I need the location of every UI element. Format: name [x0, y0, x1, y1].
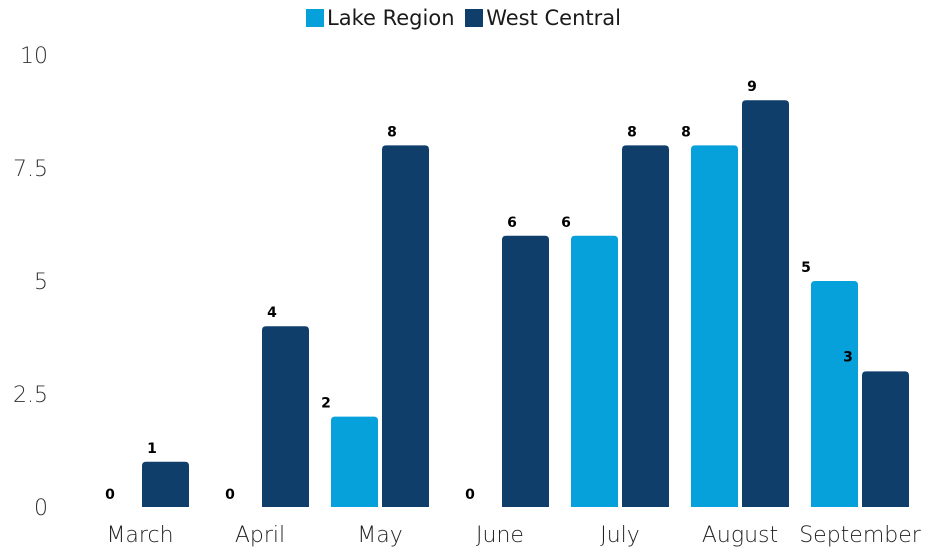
y-tick-label: 7.5: [13, 157, 48, 182]
chart-legend: Lake Region West Central: [0, 6, 927, 32]
bar-west-central-june[interactable]: [502, 235, 549, 508]
bar-west-central-april[interactable]: [262, 326, 309, 507]
legend-swatch-lake-region: [306, 9, 325, 27]
bar-lake-region-september[interactable]: [811, 281, 858, 507]
data-label: 8: [681, 124, 691, 140]
bar-west-central-september[interactable]: [862, 371, 909, 507]
data-label: 0: [225, 487, 235, 503]
bar-west-central-may[interactable]: [382, 145, 429, 507]
x-tick-label: August: [702, 523, 778, 548]
data-label: 9: [747, 79, 757, 95]
data-label: 8: [387, 124, 397, 140]
x-tick-label: April: [235, 523, 285, 548]
data-label: 6: [507, 215, 517, 231]
x-tick-label: September: [799, 523, 922, 548]
x-tick-label: March: [106, 523, 173, 548]
x-tick-label: June: [476, 523, 524, 548]
data-label: 0: [105, 487, 115, 503]
data-label: 4: [267, 305, 277, 321]
data-label: 6: [561, 215, 571, 231]
data-label: 0: [465, 487, 475, 503]
y-tick-label: 10: [20, 44, 48, 69]
y-tick-label: 5: [34, 270, 48, 295]
legend-item-west-central[interactable]: West Central: [465, 6, 621, 30]
bar-west-central-july[interactable]: [622, 145, 669, 507]
data-label: 8: [627, 124, 637, 140]
y-tick-label: 2.5: [13, 383, 48, 408]
data-label: 5: [801, 260, 811, 276]
legend-item-lake-region[interactable]: Lake Region: [306, 6, 455, 30]
legend-label-west-central: West Central: [486, 6, 621, 30]
bar-lake-region-august[interactable]: [691, 145, 738, 507]
bar-lake-region-july[interactable]: [571, 235, 618, 508]
y-tick-label: 0: [34, 496, 48, 521]
bar-west-central-march[interactable]: [142, 461, 189, 507]
x-tick-label: May: [357, 523, 402, 548]
data-label: 2: [321, 396, 331, 412]
legend-label-lake-region: Lake Region: [327, 6, 455, 30]
bar-west-central-august[interactable]: [742, 100, 789, 507]
x-tick-label: July: [600, 523, 640, 548]
data-label: 3: [843, 349, 853, 365]
legend-swatch-west-central: [465, 9, 484, 27]
data-label: 1: [147, 441, 157, 457]
bar-lake-region-may[interactable]: [331, 416, 378, 507]
